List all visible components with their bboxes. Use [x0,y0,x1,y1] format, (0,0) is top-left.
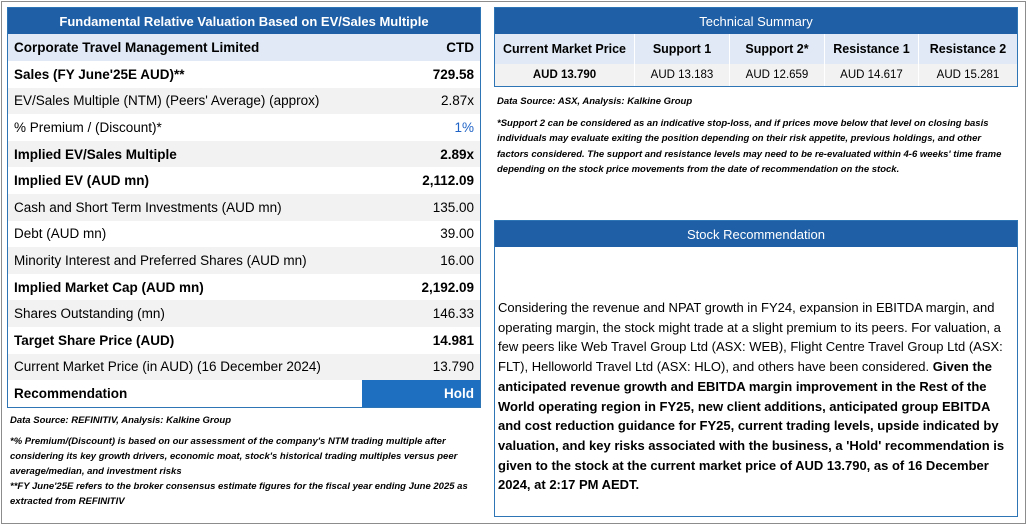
recommendation-text: Considering the revenue and NPAT growth … [498,298,1014,495]
recommendation-title: Stock Recommendation [495,221,1017,247]
valuation-data-source: Data Source: REFINITIV, Analysis: Kalkin… [10,415,232,426]
column-header: Support 1 [635,34,730,64]
valuation-notes: Data Source: REFINITIV, Analysis: Kalkin… [10,413,480,509]
table-cell: AUD 13.790 [495,64,635,86]
technical-summary: Technical Summary Current Market Price S… [494,7,1018,87]
table-row: Shares Outstanding (mn) 146.33 [8,300,480,327]
table-row: Implied EV/Sales Multiple 2.89x [8,140,480,168]
table-row: EV/Sales Multiple (NTM) (Peers' Average)… [8,87,480,115]
row-value: 2.87x [440,93,474,109]
row-value: 2,112.09 [422,173,474,189]
row-label: Minority Interest and Preferred Shares (… [14,252,307,268]
column-header: Resistance 1 [825,34,919,64]
technical-data-source: Data Source: ASX, Analysis: Kalkine Grou… [497,96,693,107]
table-row: Debt (AUD mn) 39.00 [8,221,480,248]
company-row: Corporate Travel Management Limited CTD [8,34,480,61]
technical-table: Current Market Price Support 1 Support 2… [495,34,1017,86]
column-header: Current Market Price [495,34,635,64]
table-row: Cash and Short Term Investments (AUD mn)… [8,193,480,221]
row-label: Debt (AUD mn) [14,226,107,242]
row-value: 1% [454,119,474,135]
table-row: Recommendation Hold [8,380,480,407]
recommendation-text-bold: Given the anticipated revenue growth and… [498,359,1005,493]
table-row: Implied EV (AUD mn) 2,112.09 [8,167,480,194]
company-ticker: CTD [446,40,474,55]
support-footnote: *Support 2 can be considered as an indic… [497,117,1002,176]
row-label: Cash and Short Term Investments (AUD mn) [14,199,282,215]
row-value: 14.981 [432,332,474,348]
row-label: Implied EV/Sales Multiple [14,146,177,162]
row-label: % Premium / (Discount)* [14,119,162,135]
table-cell: AUD 12.659 [730,64,825,86]
row-label: Implied EV (AUD mn) [14,173,150,189]
row-label: Shares Outstanding (mn) [14,306,165,322]
table-row: Sales (FY June'25E AUD)** 729.58 [8,61,480,88]
recommendation-badge: Hold [362,380,480,407]
fy-footnote: **FY June'25E refers to the broker conse… [10,481,468,507]
table-row: Target Share Price (AUD) 14.981 [8,327,480,354]
recommendation-text-plain: Considering the revenue and NPAT growth … [498,300,1003,375]
row-value: 39.00 [440,226,474,242]
table-cell: AUD 14.617 [825,64,919,86]
valuation-title: Fundamental Relative Valuation Based on … [8,8,480,34]
valuation-table: Fundamental Relative Valuation Based on … [7,7,481,408]
row-label: Implied Market Cap (AUD mn) [14,279,204,295]
row-label: Target Share Price (AUD) [14,332,175,348]
row-label: Recommendation [14,385,128,401]
row-value: 729.58 [432,66,474,82]
table-cell: AUD 13.183 [635,64,730,86]
row-label: EV/Sales Multiple (NTM) (Peers' Average)… [14,93,320,109]
table-cell: AUD 15.281 [919,64,1017,86]
row-label: Sales (FY June'25E AUD)** [14,66,185,82]
column-header: Resistance 2 [919,34,1017,64]
technical-title: Technical Summary [495,8,1017,34]
row-value: 2.89x [440,146,474,162]
technical-notes: Data Source: ASX, Analysis: Kalkine Grou… [497,94,1012,178]
table-row: Minority Interest and Preferred Shares (… [8,247,480,274]
table-row: % Premium / (Discount)* 1% [8,114,480,141]
premium-footnote: *% Premium/(Discount) is based on our as… [10,436,458,477]
row-value: 16.00 [440,252,474,268]
row-value: 135.00 [432,199,474,215]
table-row: Current Market Price (in AUD) (16 Decemb… [8,353,480,381]
table-row: Implied Market Cap (AUD mn) 2,192.09 [8,274,480,301]
row-label: Current Market Price (in AUD) (16 Decemb… [14,359,321,375]
company-name: Corporate Travel Management Limited [14,40,260,55]
column-header: Support 2* [730,34,825,64]
row-value: 146.33 [432,306,474,322]
row-value: 2,192.09 [421,279,474,295]
row-value: 13.790 [432,359,474,375]
stock-recommendation: Stock Recommendation Considering the rev… [494,220,1018,517]
